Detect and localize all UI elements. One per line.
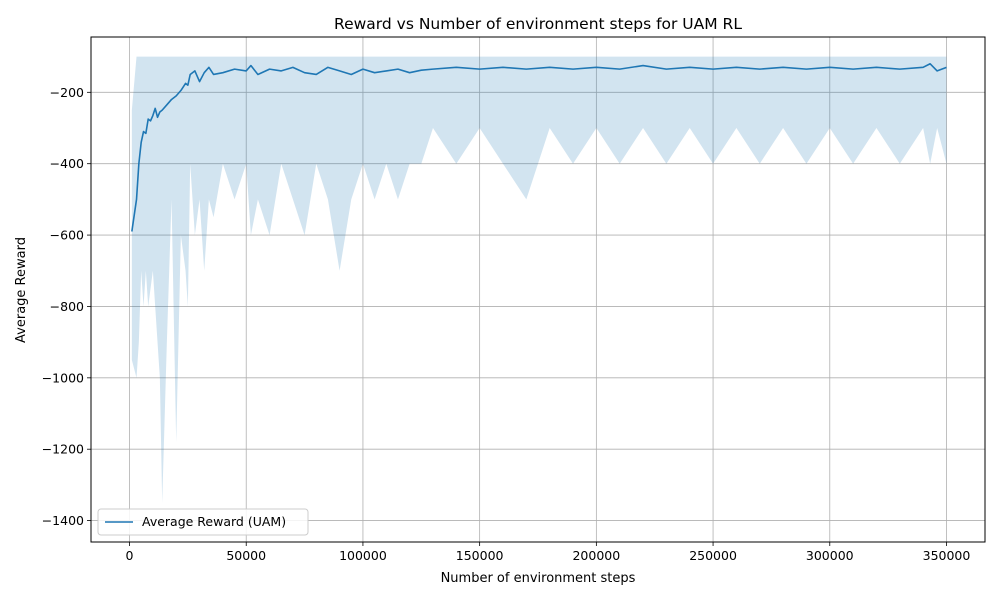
x-tick-label: 100000: [339, 548, 387, 563]
x-tick-label: 350000: [923, 548, 971, 563]
reward-variance-band: [131, 56, 947, 503]
y-tick-label: −1000: [42, 370, 84, 385]
average-reward-line: [131, 62, 947, 232]
x-tick-label: 0: [126, 548, 134, 563]
x-tick-labels: 0 50000 100000 150000 200000 250000 300000 3500…: [126, 548, 971, 563]
chart-title: Reward vs Number of environment steps fo…: [334, 15, 742, 33]
grid-lines: [91, 37, 985, 542]
x-tick-label: 50000: [226, 548, 266, 563]
y-tick-labels: −200 −400 −600 −800 −1000 −1200 −1400: [42, 85, 84, 528]
x-tick-label: 300000: [806, 548, 854, 563]
y-tick-label: −1400: [42, 513, 84, 528]
axis-ticks: [87, 91, 947, 546]
x-tick-label: 200000: [572, 548, 620, 563]
x-tick-label: 150000: [456, 548, 504, 563]
y-tick-label: −200: [50, 85, 84, 100]
y-tick-label: −800: [50, 299, 84, 314]
y-axis-title: Average Reward: [14, 237, 29, 343]
legend: Average Reward (UAM): [97, 508, 309, 536]
y-tick-label: −600: [50, 228, 84, 243]
legend-box: [97, 508, 309, 536]
x-tick-label: 250000: [689, 548, 737, 563]
x-axis-title: Number of environment steps: [441, 571, 636, 586]
y-tick-label: −400: [50, 156, 84, 171]
y-tick-label: −1200: [42, 442, 84, 457]
legend-label: Average Reward (UAM): [142, 514, 286, 529]
plot-frame: [90, 36, 986, 543]
